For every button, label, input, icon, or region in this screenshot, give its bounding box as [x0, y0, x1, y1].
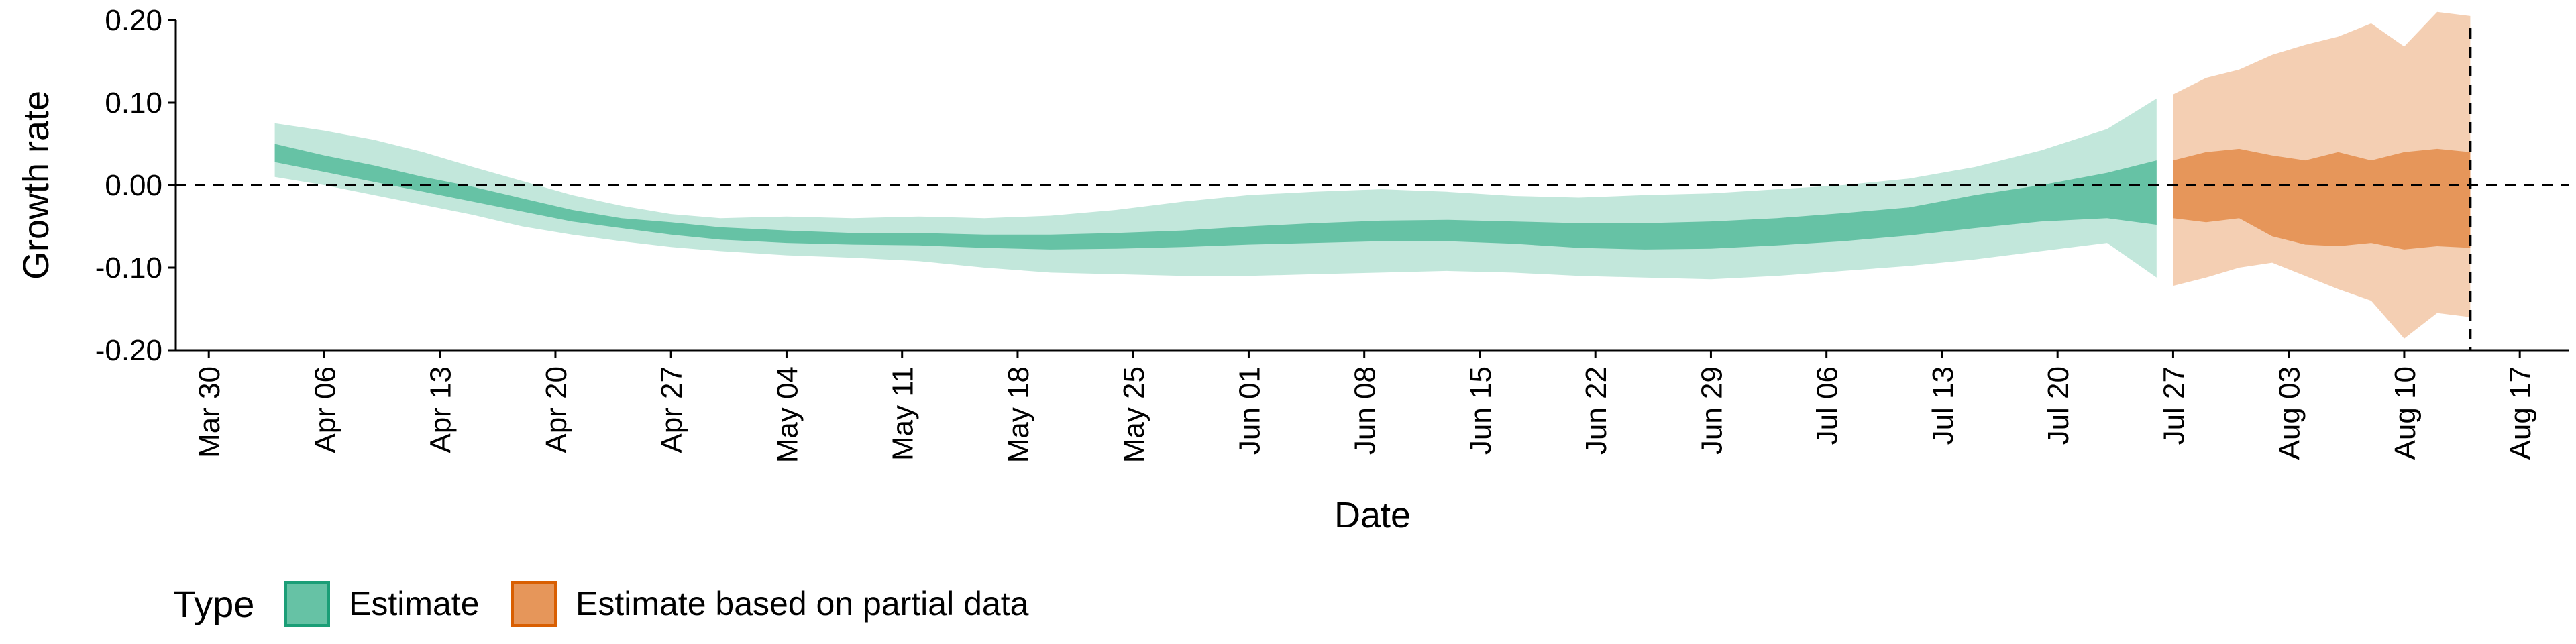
x-tick-label: Aug 03: [2273, 366, 2306, 460]
legend-key-estimate: [284, 581, 330, 627]
y-tick-label: -0.20: [95, 334, 162, 367]
y-axis-title: Growth rate: [16, 91, 56, 280]
x-tick-label: Aug 17: [2504, 366, 2537, 460]
band-outer-estimate: [274, 98, 2157, 280]
x-tick-label: Jun 15: [1464, 366, 1497, 455]
x-tick-label: Mar 30: [193, 366, 226, 458]
x-tick-label: Aug 10: [2389, 366, 2422, 460]
x-tick-label: Apr 06: [309, 366, 342, 453]
legend-label-partial-estimate: Estimate based on partial data: [576, 585, 1029, 623]
x-tick-label: Apr 13: [425, 366, 458, 453]
x-tick-label: Jun 08: [1349, 366, 1382, 455]
legend-label-estimate: Estimate: [349, 585, 480, 623]
y-tick-label: 0.00: [105, 169, 162, 202]
reference-lines: [176, 28, 2569, 350]
x-tick-label: May 25: [1118, 366, 1150, 463]
x-axis-title: Date: [1334, 495, 1411, 535]
band-inner-partial: [2173, 148, 2471, 250]
axes: -0.20 -0.10 0.00 0.10 0.20 Mar 30 Apr 06 Apr 13…: [95, 4, 2569, 463]
legend-key-partial-estimate: [511, 581, 557, 627]
x-tick-label: Jul 20: [2042, 366, 2075, 445]
x-tick-label: Jun 29: [1695, 366, 1728, 455]
x-tick-label: May 11: [887, 366, 920, 461]
x-tick-label: May 04: [771, 366, 804, 463]
legend-title: Type: [173, 583, 254, 625]
x-tick-label: Jul 27: [2157, 366, 2190, 445]
x-tick-label: Jun 22: [1580, 366, 1613, 455]
x-tick-label: Apr 27: [655, 366, 688, 453]
x-tick-label: Jul 06: [1811, 366, 1844, 445]
uncertainty-bands: [274, 11, 2471, 339]
legend: Type Estimate Estimate based on partial …: [173, 581, 1029, 627]
x-tick-label: Apr 20: [540, 366, 573, 453]
x-tick-label: May 18: [1002, 366, 1035, 463]
band-inner-estimate: [274, 144, 2157, 250]
x-tick-label: Jun 01: [1233, 366, 1266, 455]
y-tick-label: 0.20: [105, 4, 162, 37]
x-tick-label: Jul 13: [1927, 366, 1960, 445]
y-tick-label: 0.10: [105, 87, 162, 119]
y-tick-label: -0.10: [95, 252, 162, 284]
